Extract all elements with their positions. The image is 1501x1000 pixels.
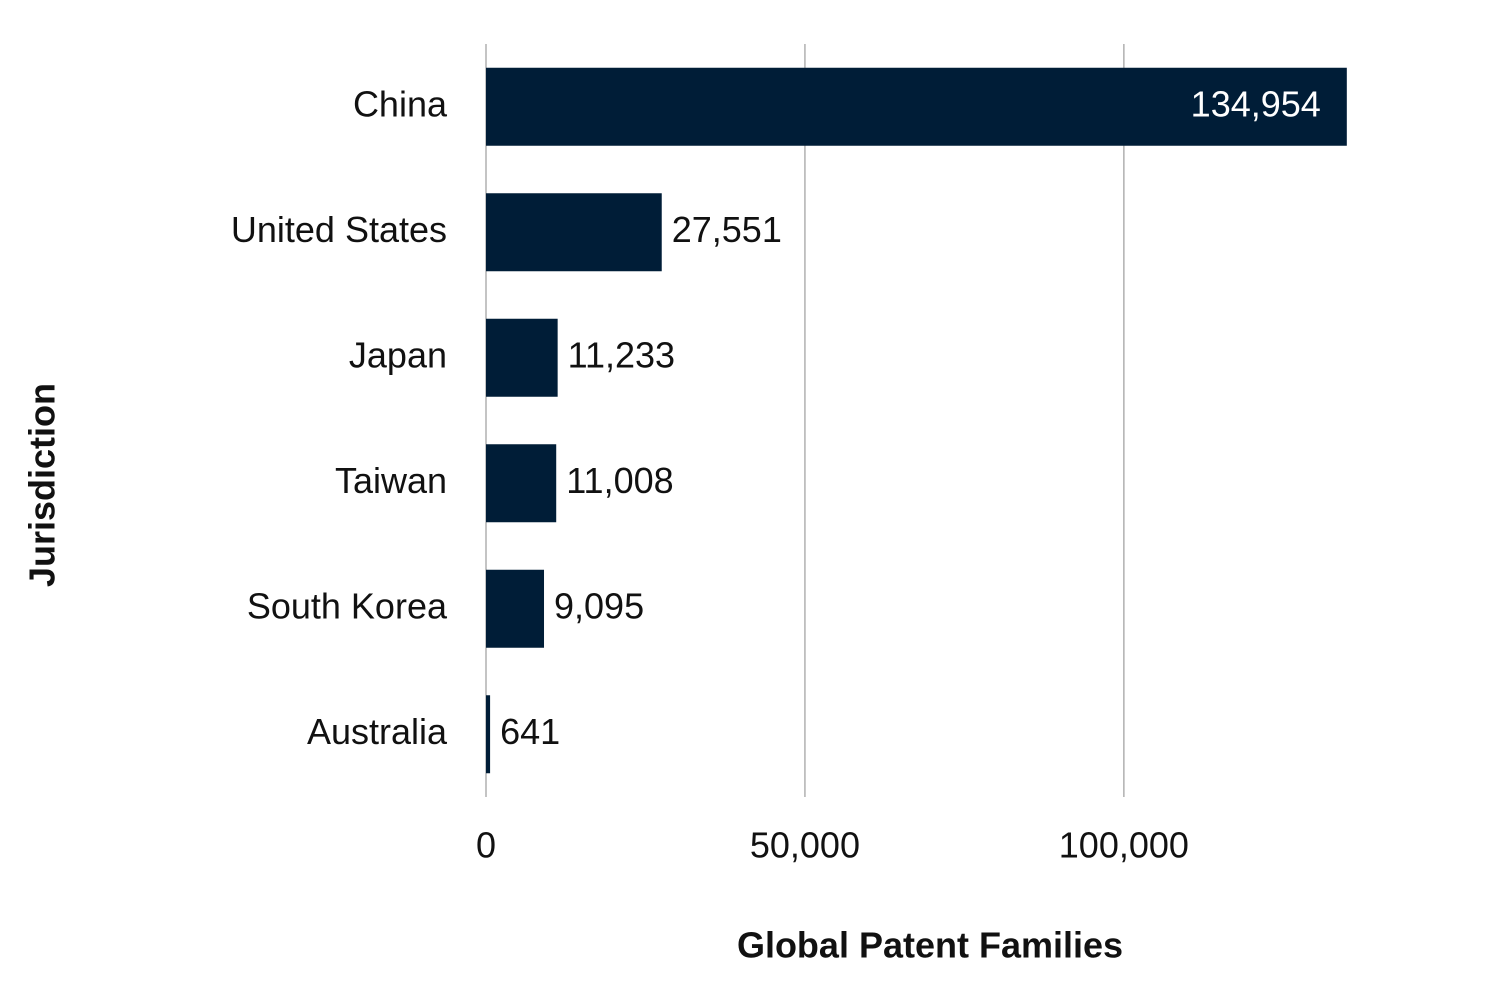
bar xyxy=(486,193,662,271)
data-label: 11,008 xyxy=(566,460,673,501)
bar xyxy=(486,444,556,522)
x-tick-label: 50,000 xyxy=(750,825,860,866)
x-axis-title: Global Patent Families xyxy=(737,925,1123,966)
y-tick-label: Taiwan xyxy=(335,460,447,501)
bar xyxy=(486,319,558,397)
y-axis-title: Jurisdiction xyxy=(22,383,63,587)
y-tick-label: China xyxy=(353,83,448,124)
bar xyxy=(486,695,490,773)
y-tick-label: Japan xyxy=(349,334,447,375)
bar xyxy=(486,570,544,648)
data-label: 27,551 xyxy=(672,209,782,250)
y-tick-label: United States xyxy=(231,209,447,250)
y-tick-label: Australia xyxy=(307,711,448,752)
data-label: 9,095 xyxy=(554,585,644,626)
data-label: 641 xyxy=(500,711,560,752)
data-label: 134,954 xyxy=(1191,83,1321,124)
data-label: 11,233 xyxy=(568,334,675,375)
chart: Global Patent Families Jurisdiction 0 50,… xyxy=(0,0,1501,1000)
x-tick-label: 0 xyxy=(476,825,496,866)
y-tick-label: South Korea xyxy=(247,585,448,626)
x-tick-label: 100,000 xyxy=(1059,825,1189,866)
